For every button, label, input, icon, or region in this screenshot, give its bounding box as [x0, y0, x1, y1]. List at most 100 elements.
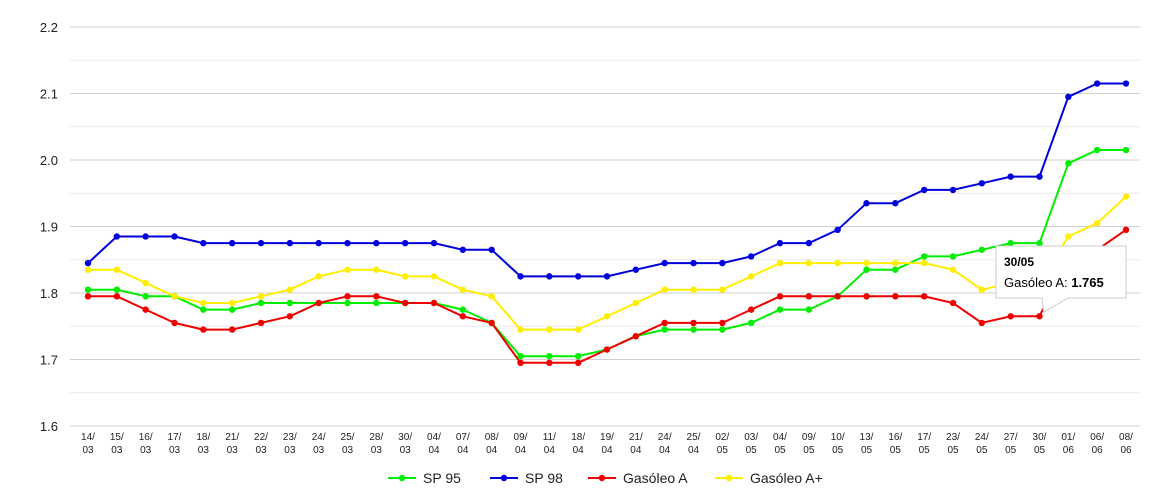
- data-point[interactable]: [690, 286, 697, 293]
- data-point[interactable]: [892, 259, 899, 267]
- data-point[interactable]: [690, 319, 697, 327]
- data-point[interactable]: [401, 273, 409, 280]
- data-point[interactable]: [661, 319, 668, 327]
- data-point[interactable]: [920, 259, 928, 267]
- data-point[interactable]: [171, 319, 178, 327]
- data-point[interactable]: [142, 233, 149, 240]
- data-point[interactable]: [949, 299, 957, 307]
- data-point[interactable]: [113, 286, 121, 293]
- data-point[interactable]: [113, 293, 121, 300]
- data-point[interactable]: [488, 246, 495, 253]
- data-point[interactable]: [373, 266, 380, 273]
- data-point[interactable]: [603, 273, 611, 280]
- data-point[interactable]: [603, 313, 611, 320]
- data-point[interactable]: [84, 286, 92, 293]
- data-point[interactable]: [200, 239, 207, 247]
- data-point[interactable]: [1065, 233, 1072, 240]
- data-point[interactable]: [257, 299, 265, 307]
- data-point[interactable]: [949, 186, 957, 194]
- data-point[interactable]: [978, 180, 986, 187]
- data-point[interactable]: [863, 259, 870, 267]
- data-point[interactable]: [113, 266, 121, 273]
- data-point[interactable]: [373, 239, 380, 247]
- data-point[interactable]: [200, 299, 207, 307]
- data-point[interactable]: [430, 239, 438, 247]
- data-point[interactable]: [430, 273, 438, 280]
- data-point[interactable]: [776, 239, 784, 247]
- data-point[interactable]: [1065, 93, 1072, 101]
- data-point[interactable]: [517, 326, 524, 333]
- data-point[interactable]: [949, 253, 957, 260]
- data-point[interactable]: [776, 306, 784, 313]
- data-point[interactable]: [286, 313, 294, 320]
- data-point[interactable]: [228, 326, 236, 333]
- data-point[interactable]: [1036, 313, 1043, 320]
- data-point[interactable]: [200, 326, 207, 333]
- data-point[interactable]: [315, 273, 322, 280]
- data-point[interactable]: [805, 239, 813, 247]
- data-point[interactable]: [1093, 219, 1101, 227]
- data-point[interactable]: [1007, 239, 1014, 247]
- data-point[interactable]: [1007, 173, 1014, 180]
- data-point[interactable]: [142, 279, 149, 287]
- data-point[interactable]: [690, 326, 697, 333]
- data-point[interactable]: [776, 259, 784, 267]
- data-point[interactable]: [603, 346, 611, 353]
- data-point[interactable]: [805, 306, 813, 313]
- data-point[interactable]: [228, 306, 236, 313]
- data-point[interactable]: [920, 186, 928, 194]
- data-point[interactable]: [546, 359, 553, 367]
- data-point[interactable]: [488, 319, 495, 327]
- data-point[interactable]: [863, 266, 870, 273]
- data-point[interactable]: [546, 273, 553, 280]
- data-point[interactable]: [1093, 80, 1101, 87]
- data-point[interactable]: [1122, 146, 1130, 154]
- data-point[interactable]: [834, 226, 841, 234]
- data-point[interactable]: [574, 273, 582, 280]
- data-point[interactable]: [142, 293, 149, 300]
- data-point[interactable]: [747, 273, 755, 280]
- data-point[interactable]: [776, 293, 784, 300]
- data-point[interactable]: [632, 266, 640, 273]
- data-point[interactable]: [84, 259, 92, 267]
- data-point[interactable]: [892, 293, 899, 300]
- data-point[interactable]: [719, 319, 726, 327]
- data-point[interactable]: [1093, 146, 1101, 154]
- data-point[interactable]: [834, 293, 841, 300]
- data-point[interactable]: [1065, 160, 1072, 167]
- data-point[interactable]: [719, 326, 726, 333]
- data-point[interactable]: [1122, 193, 1130, 200]
- data-point[interactable]: [315, 299, 322, 307]
- data-point[interactable]: [344, 239, 351, 247]
- data-point[interactable]: [546, 352, 553, 360]
- data-point[interactable]: [661, 286, 668, 293]
- data-point[interactable]: [805, 259, 813, 267]
- data-point[interactable]: [113, 233, 121, 240]
- legend-label[interactable]: SP 95: [423, 470, 461, 486]
- data-point[interactable]: [171, 293, 178, 300]
- data-point[interactable]: [546, 326, 553, 333]
- data-point[interactable]: [863, 293, 870, 300]
- data-point[interactable]: [632, 333, 640, 340]
- data-point[interactable]: [344, 293, 351, 300]
- data-point[interactable]: [719, 259, 726, 267]
- data-point[interactable]: [430, 299, 438, 307]
- data-point[interactable]: [661, 326, 668, 333]
- data-point[interactable]: [978, 286, 986, 293]
- data-point[interactable]: [574, 359, 582, 367]
- data-point[interactable]: [920, 253, 928, 260]
- data-point[interactable]: [1036, 173, 1043, 180]
- data-point[interactable]: [286, 299, 294, 307]
- data-point[interactable]: [84, 293, 92, 300]
- data-point[interactable]: [459, 313, 467, 320]
- data-point[interactable]: [892, 266, 899, 273]
- data-point[interactable]: [344, 299, 351, 307]
- legend-label[interactable]: Gasóleo A: [623, 470, 688, 486]
- data-point[interactable]: [747, 253, 755, 260]
- data-point[interactable]: [286, 286, 294, 293]
- data-point[interactable]: [84, 266, 92, 273]
- data-point[interactable]: [949, 266, 957, 273]
- data-point[interactable]: [142, 306, 149, 313]
- data-point[interactable]: [488, 293, 495, 300]
- data-point[interactable]: [517, 273, 524, 280]
